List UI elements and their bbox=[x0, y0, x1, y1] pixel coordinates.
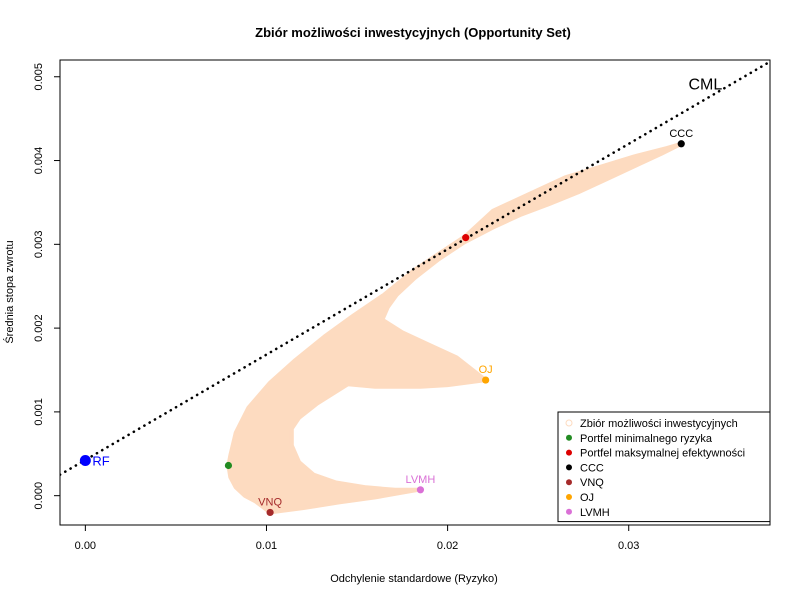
y-axis: 0.000 0.001 0.002 0.003 0.004 0.005 bbox=[33, 63, 60, 509]
opportunity-set-region bbox=[226, 141, 684, 515]
legend-swatch bbox=[566, 508, 572, 515]
cml-label: CML bbox=[688, 76, 722, 93]
x-axis-label: Odchylenie standardowe (Ryzyko) bbox=[330, 573, 498, 585]
point-lvmh bbox=[416, 486, 425, 494]
y-tick-label: 0.004 bbox=[33, 147, 45, 175]
x-tick-label: 0.01 bbox=[256, 540, 277, 552]
point-label-lvmh: LVMH bbox=[406, 474, 436, 486]
point-label-rf: RF bbox=[92, 453, 109, 468]
chart-title: Zbiór możliwości inwestycyjnych (Opportu… bbox=[255, 25, 571, 40]
y-tick-label: 0.001 bbox=[33, 398, 45, 426]
legend-swatch bbox=[565, 419, 573, 427]
legend-box bbox=[557, 411, 771, 523]
legend-label: Portfel minimalnego ryzyka bbox=[580, 433, 713, 445]
point-portfel-minimalnego-ryzyka bbox=[224, 461, 233, 470]
legend-swatch bbox=[566, 464, 572, 471]
legend-swatch bbox=[566, 434, 572, 441]
y-axis-label: Średnia stopa zwrotu bbox=[3, 240, 16, 343]
plot-frame bbox=[59, 59, 771, 526]
legend-label: Zbiór możliwości inwestycyjnych bbox=[580, 418, 738, 430]
legend: Zbiór możliwości inwestycyjnych Portfel m… bbox=[557, 411, 771, 523]
point-ccc bbox=[677, 140, 685, 148]
x-tick-label: 0.02 bbox=[437, 540, 458, 552]
y-tick-label: 0.002 bbox=[33, 314, 45, 342]
point-rf bbox=[79, 454, 91, 466]
plot-area: CML RF CCC VNQ OJ LVMH bbox=[60, 60, 770, 517]
point-label-oj: OJ bbox=[479, 364, 493, 376]
point-vnq bbox=[266, 508, 274, 517]
point-portfel-maksymalnej-efektywno-ci bbox=[462, 234, 470, 242]
y-tick-label: 0.003 bbox=[33, 231, 45, 259]
x-tick-label: 0.03 bbox=[618, 540, 639, 552]
y-tick-label: 0.005 bbox=[33, 63, 45, 91]
point-label-vnq: VNQ bbox=[258, 496, 282, 508]
legend-swatch bbox=[566, 449, 572, 456]
legend-label: VNQ bbox=[580, 477, 604, 489]
point-oj bbox=[482, 376, 490, 384]
legend-swatch bbox=[566, 479, 572, 486]
legend-swatch bbox=[566, 494, 572, 500]
legend-label: Portfel maksymalnej efektywności bbox=[580, 448, 745, 460]
y-tick-label: 0.000 bbox=[33, 482, 45, 510]
x-tick-label: 0.00 bbox=[75, 540, 96, 552]
x-axis: 0.00 0.01 0.02 0.03 bbox=[75, 525, 639, 552]
legend-label: OJ bbox=[580, 492, 594, 504]
point-label-ccc: CCC bbox=[669, 128, 693, 140]
legend-label: CCC bbox=[580, 462, 604, 474]
cml-line bbox=[60, 60, 770, 477]
legend-label: LVMH bbox=[580, 507, 610, 519]
